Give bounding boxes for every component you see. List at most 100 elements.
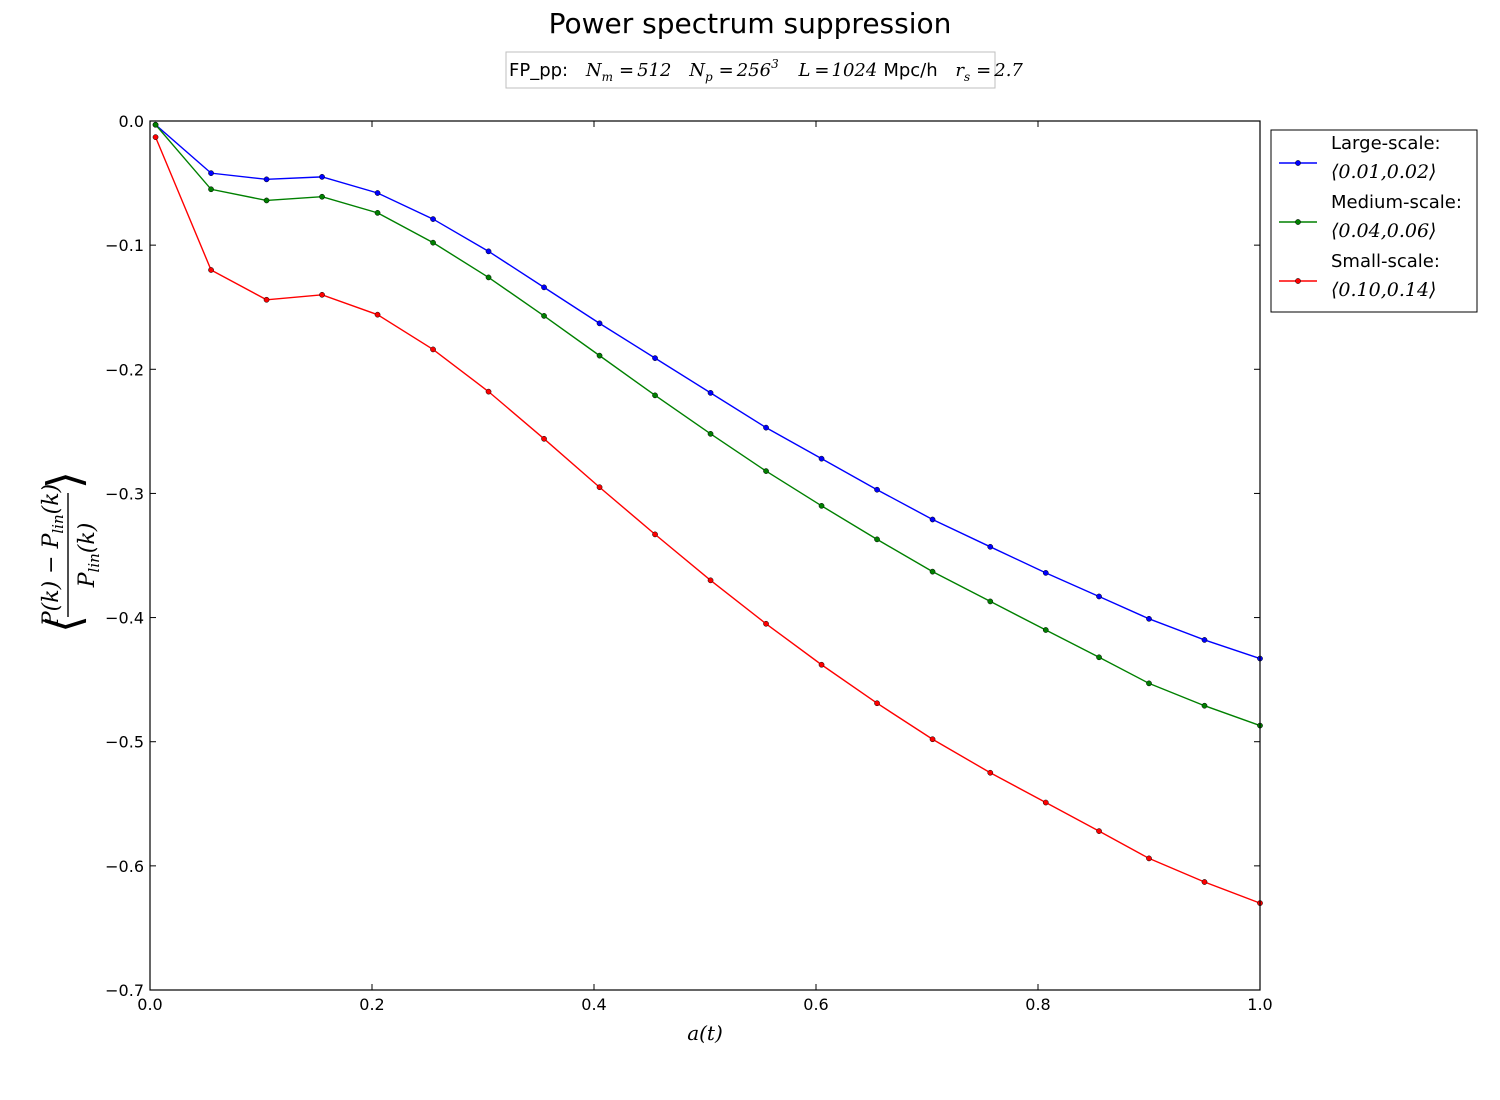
- subtitle-box-unit: Mpc/h: [883, 60, 937, 81]
- data-point: [208, 267, 214, 273]
- y-tick-label: −0.7: [105, 981, 144, 1000]
- data-point: [319, 291, 325, 298]
- data-point: [1201, 879, 1208, 885]
- subtitle-box-size: 1024: [832, 60, 878, 81]
- x-tick-label: 1.0: [1247, 995, 1272, 1014]
- x-tick-label: 0.2: [359, 995, 384, 1014]
- x-tick-label: 0.0: [137, 995, 162, 1014]
- plot-frame: [149, 120, 1261, 991]
- data-point: [1042, 570, 1049, 576]
- y-axis-ticks: 0.0 −0.1 −0.2 −0.3 −0.4 −0.5 −0.6 −0.7: [105, 112, 1260, 1000]
- x-axis-ticks: 0.0 0.2 0.4 0.6 0.8 1.0: [137, 121, 1273, 1014]
- series-line-1: [155, 124, 1261, 727]
- svg-text:P(k) − Plin(k): P(k) − Plin(k): [39, 484, 67, 627]
- data-point: [430, 346, 436, 353]
- data-point: [374, 311, 381, 318]
- data-point: [652, 531, 658, 538]
- x-axis-label: a(t): [687, 1021, 723, 1045]
- legend-label-2: Small-scale:: [1331, 251, 1440, 272]
- data-point: [707, 390, 714, 396]
- data-point: [263, 197, 270, 204]
- data-point: [596, 484, 603, 491]
- data-point: [1042, 799, 1049, 806]
- data-point: [374, 190, 381, 196]
- data-point: [208, 186, 214, 193]
- data-point: [818, 455, 825, 462]
- y-tick-label: −0.3: [105, 484, 144, 503]
- data-point: [929, 736, 936, 743]
- data-point: [987, 598, 994, 605]
- subtitle-frame: [505, 51, 996, 89]
- data-point: [541, 313, 547, 319]
- svg-text:Plin(k): Plin(k): [75, 523, 103, 589]
- data-point: [1096, 654, 1102, 661]
- data-point: [263, 296, 270, 303]
- data-point: [485, 248, 492, 255]
- data-point: [1201, 637, 1208, 643]
- data-point: [541, 435, 547, 442]
- legend-marker-2: [1295, 278, 1301, 284]
- data-point: [987, 543, 994, 550]
- data-point: [707, 430, 714, 437]
- data-point: [1146, 680, 1152, 687]
- legend-marker-0: [1295, 160, 1301, 166]
- data-point: [763, 468, 769, 474]
- subtitle-label: FP_pp:: [509, 60, 568, 81]
- subtitle-np: 256: [736, 60, 771, 81]
- data-point: [596, 320, 603, 327]
- y-tick-label: −0.6: [105, 857, 144, 876]
- subtitle-text: FP_pp: Nm = 512 Np = 2563 L = 1024 Mpc/h rs = 2.7: [509, 52, 1023, 84]
- data-point: [430, 216, 436, 222]
- x-tick-label: 0.8: [1025, 995, 1050, 1014]
- data-point: [652, 392, 658, 399]
- subtitle-rs: 2.7: [993, 60, 1023, 81]
- y-tick-label: 0.0: [119, 112, 144, 131]
- data-point: [1096, 828, 1102, 834]
- legend: Large-scale: ⟨0.01,0.02⟩ Medium-scale: ⟨0.0…: [1270, 129, 1478, 313]
- data-point: [152, 121, 159, 128]
- chart-title: Power spectrum suppression: [549, 7, 952, 40]
- data-point: [874, 536, 880, 543]
- data-point: [485, 388, 492, 395]
- data-point: [374, 210, 381, 216]
- data-point: [763, 424, 769, 431]
- data-point: [987, 769, 994, 776]
- legend-range-2: ⟨0.10,0.14⟩: [1331, 279, 1436, 301]
- data-point: [818, 502, 825, 509]
- data-point: [208, 170, 214, 176]
- data-point: [818, 661, 825, 668]
- plot-series: [152, 121, 1263, 906]
- data-point: [1146, 615, 1152, 622]
- svg-text:⟨: ⟨: [37, 615, 91, 633]
- data-point: [319, 193, 325, 200]
- data-point: [929, 568, 936, 575]
- x-tick-label: 0.4: [581, 995, 606, 1014]
- data-point: [929, 516, 936, 523]
- data-point: [263, 176, 270, 183]
- y-axis-label: ⟨ P(k) − Plin(k) Plin(k) ⟩: [37, 471, 103, 633]
- data-point: [541, 284, 547, 291]
- data-point: [874, 700, 880, 707]
- subtitle-box: FP_pp: Nm = 512 Np = 2563 L = 1024 Mpc/h rs = 2.7: [505, 51, 1023, 89]
- svg-text:⟩: ⟩: [37, 471, 91, 489]
- legend-label-1: Medium-scale:: [1331, 192, 1462, 213]
- legend-range-1: ⟨0.04,0.06⟩: [1331, 220, 1436, 242]
- data-point: [319, 174, 325, 180]
- legend-label-0: Large-scale:: [1331, 133, 1441, 154]
- subtitle-np-exp: 3: [771, 57, 779, 71]
- series-line-2: [154, 136, 1261, 904]
- data-point: [652, 355, 658, 361]
- data-point: [152, 134, 159, 140]
- legend-range-0: ⟨0.01,0.02⟩: [1331, 161, 1436, 183]
- y-tick-label: −0.5: [105, 733, 144, 752]
- legend-marker-1: [1295, 219, 1301, 225]
- x-tick-label: 0.6: [803, 995, 828, 1014]
- data-point: [596, 352, 603, 359]
- y-tick-label: −0.4: [105, 609, 144, 628]
- data-point: [1096, 593, 1102, 600]
- y-tick-label: −0.1: [105, 236, 144, 255]
- data-point: [1201, 702, 1208, 709]
- data-point: [1042, 627, 1049, 633]
- data-point: [485, 274, 492, 281]
